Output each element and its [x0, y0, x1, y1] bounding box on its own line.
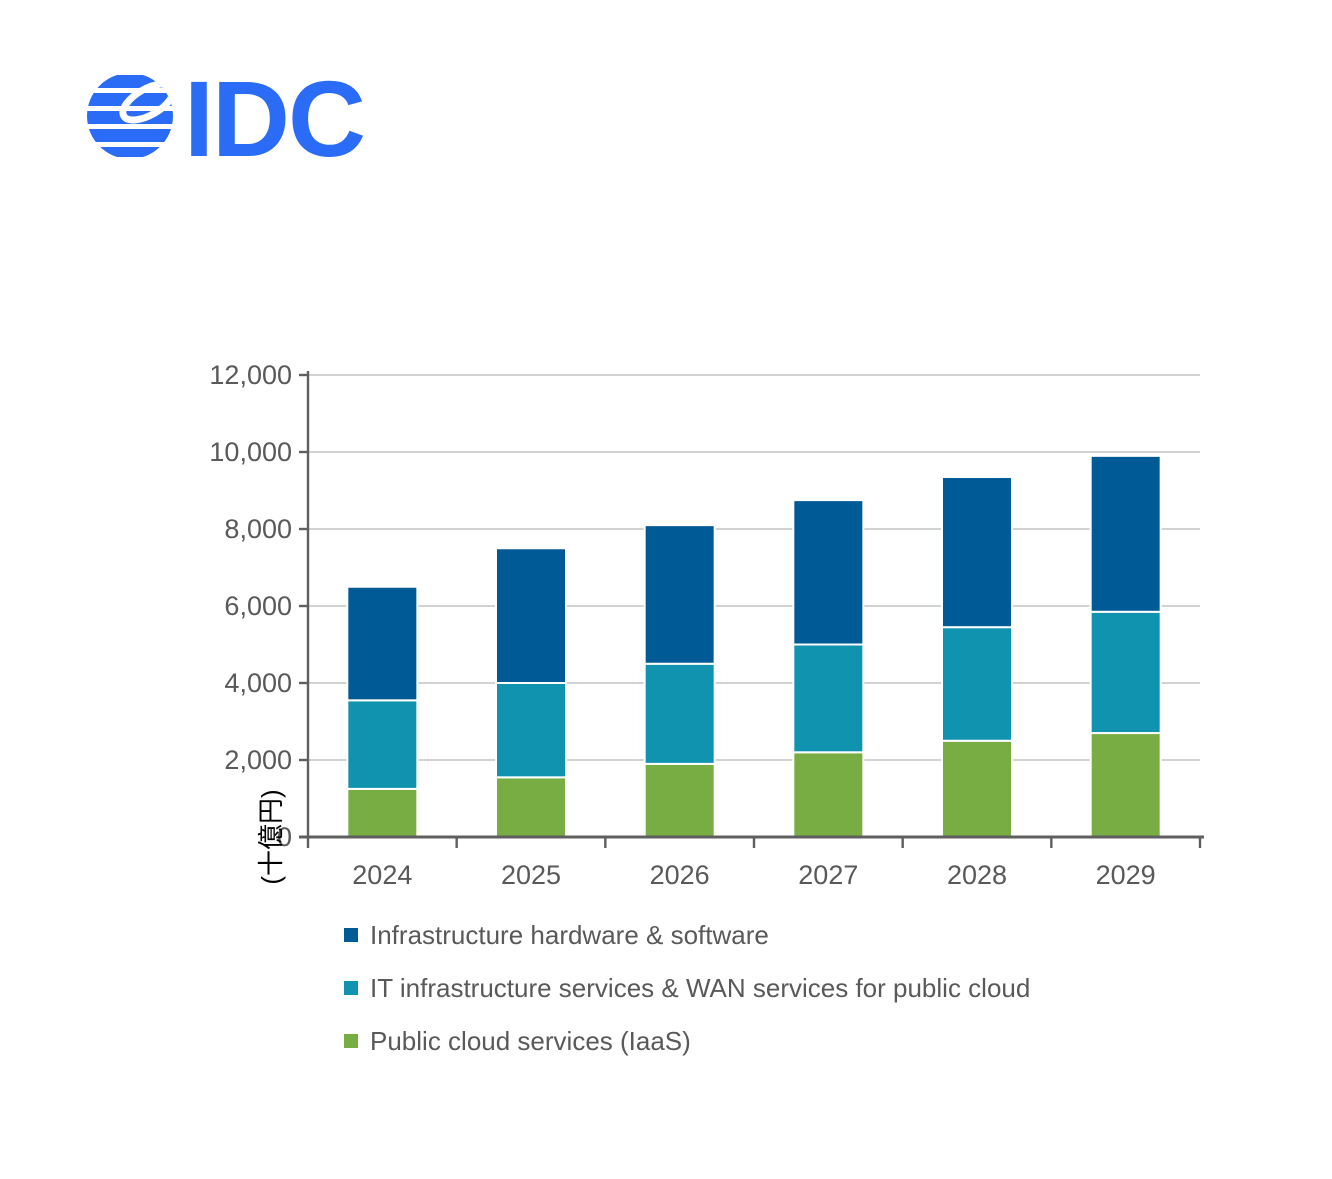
legend-label: Infrastructure hardware & software — [370, 920, 769, 950]
legend-label: IT infrastructure services & WAN service… — [370, 973, 1031, 1003]
bar-segment-2026 — [643, 524, 716, 665]
bar-segment-2028 — [941, 476, 1013, 629]
x-label-2028: 2028 — [946, 860, 1008, 890]
bar-segment-2027 — [792, 751, 865, 838]
bar-segment-2028 — [941, 626, 1013, 742]
x-label-2026: 2026 — [649, 860, 710, 890]
bar-segment-2026 — [643, 762, 716, 839]
y-tick-label-12,000: 12,000 — [209, 360, 292, 390]
y-tick-label-4,000: 4,000 — [224, 668, 292, 698]
bar-segment-2025 — [495, 682, 567, 779]
y-axis-title: (十億円) — [256, 789, 286, 885]
y-tick-label-8,000: 8,000 — [224, 514, 292, 544]
bar-segment-2027 — [792, 499, 865, 646]
x-label-2027: 2027 — [798, 860, 859, 890]
legend-item-3: Public cloud services (IaaS) — [344, 1026, 691, 1056]
bar-segment-2024 — [346, 787, 419, 838]
legend-swatch-icon — [344, 981, 358, 995]
bar-segment-2025 — [495, 776, 567, 839]
y-tick-label-0: 0 — [276, 822, 292, 852]
bar-segment-2027 — [792, 643, 865, 754]
chart-panel: 0 2,000 4,000 6,000 8,000 10,000 12,000 2024 20… — [106, 345, 1220, 1067]
bar-segment-2024 — [346, 699, 419, 790]
legend-label: Public cloud services (IaaS) — [370, 1026, 691, 1056]
legend-item-2: IT infrastructure services & WAN service… — [344, 973, 1030, 1003]
bar-segment-2025 — [495, 547, 567, 684]
bar-segment-2028 — [941, 739, 1013, 838]
x-label-2029: 2029 — [1095, 860, 1156, 890]
y-tick-label-6,000: 6,000 — [224, 591, 292, 621]
idc-logo: IDC — [86, 57, 366, 179]
bar-segment-2024 — [346, 585, 419, 702]
x-label-2024: 2024 — [352, 860, 413, 890]
idc-logo-text: IDC — [184, 57, 366, 179]
legend-swatch-icon — [344, 1034, 358, 1048]
bar-segment-2026 — [643, 662, 716, 765]
y-tick-label-10,000: 10,000 — [209, 437, 292, 467]
y-tick-label-2,000: 2,000 — [224, 745, 292, 775]
idc-globe-icon — [86, 72, 174, 165]
bar-segment-2029 — [1089, 610, 1162, 735]
legend-item-1: Infrastructure hardware & software — [344, 920, 769, 950]
bar-segment-2029 — [1089, 454, 1162, 613]
stacked-bar-chart — [299, 371, 1204, 848]
bar-segment-2029 — [1089, 732, 1162, 838]
x-label-2025: 2025 — [500, 860, 562, 890]
legend-swatch-icon — [344, 928, 358, 942]
